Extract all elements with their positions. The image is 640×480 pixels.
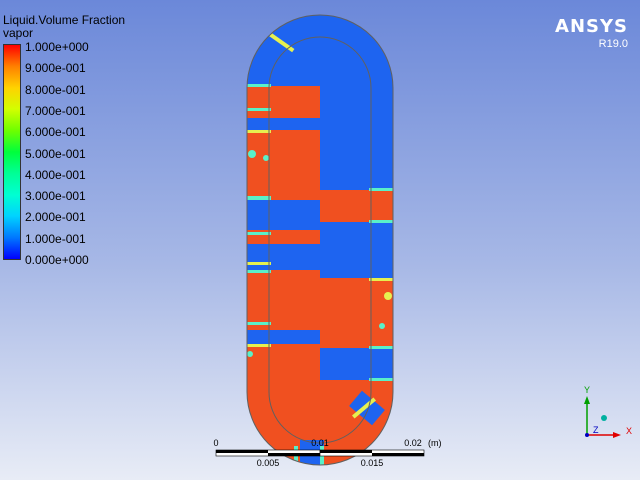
scale-bar: 0 0.01 0.02 (m) 0.005 0.015 [213, 438, 441, 468]
legend-tick-label: 2.000e-001 [25, 210, 86, 225]
legend-tick-label: 4.000e-001 [25, 167, 86, 182]
color-legend-bar [3, 44, 21, 260]
vapor-slug [247, 118, 320, 130]
z-axis-origin [585, 433, 589, 437]
scale-label: 0.005 [257, 458, 280, 468]
ansys-logo: ANSYS R19.0 [555, 16, 628, 50]
pipe-outline-inner [268, 36, 372, 444]
x-axis-label: X [626, 426, 632, 436]
interface-band [247, 130, 271, 133]
interface-band [247, 262, 271, 265]
legend-tick-label: 8.000e-001 [25, 82, 86, 97]
scale-segment [216, 450, 268, 453]
legend-tick-label: 9.000e-001 [25, 61, 86, 76]
brand-name: ANSYS [555, 16, 628, 37]
scale-segment [320, 450, 372, 453]
z-axis-label: Z [593, 425, 599, 435]
legend-tick-label: 1.000e+000 [25, 40, 89, 54]
scale-label: 0 [213, 438, 218, 448]
vapor-region-right-lower [320, 348, 393, 380]
interface-band [369, 346, 393, 349]
interface-blob [247, 351, 253, 357]
view-dot [601, 415, 607, 421]
legend-tick-label: 3.000e-001 [25, 189, 86, 204]
interface-band [369, 220, 393, 223]
x-axis-arrowhead [613, 432, 621, 438]
scale-segment [268, 453, 320, 456]
interface-band [369, 188, 393, 191]
interface-blob [379, 323, 385, 329]
scale-segment [372, 453, 424, 456]
interface-band [247, 84, 271, 87]
vapor-slug [247, 244, 320, 270]
interface-band [247, 322, 271, 325]
scale-unit: (m) [428, 438, 442, 448]
scale-label: 0.02 [404, 438, 422, 448]
interface-band [247, 344, 271, 347]
legend-tick-label: 7.000e-001 [25, 103, 86, 118]
interface-band [267, 31, 295, 53]
interface-band [247, 108, 271, 111]
scale-label: 0.015 [361, 458, 384, 468]
pipe-contour [247, 15, 393, 465]
interface-band [369, 378, 393, 381]
interface-blob [248, 150, 256, 158]
y-axis-arrowhead [584, 396, 590, 404]
legend-tick-label: 1.000e-001 [25, 231, 86, 246]
vapor-slug [247, 330, 320, 344]
interface-band [369, 278, 393, 281]
vapor-region-right-upper [320, 60, 393, 190]
interface-band [247, 196, 271, 200]
legend-tick-label: 0.000e+000 [25, 253, 89, 267]
legend-tick-label: 5.000e-001 [25, 146, 86, 161]
y-axis-label: Y [584, 385, 590, 395]
scale-label: 0.01 [311, 438, 329, 448]
legend-title: Liquid.Volume Fraction [3, 13, 126, 27]
interface-band [294, 446, 298, 465]
interface-blob [384, 292, 392, 300]
vapor-slug [247, 200, 320, 230]
legend-subtitle: vapor [3, 26, 34, 40]
brand-version: R19.0 [598, 38, 628, 50]
interface-band [247, 232, 271, 235]
interface-blob [263, 155, 269, 161]
interface-band [247, 270, 271, 273]
axis-triad[interactable]: Y Z X [584, 385, 632, 438]
vapor-region-right-mid [320, 222, 393, 278]
legend-tick-label: 6.000e-001 [25, 125, 86, 140]
